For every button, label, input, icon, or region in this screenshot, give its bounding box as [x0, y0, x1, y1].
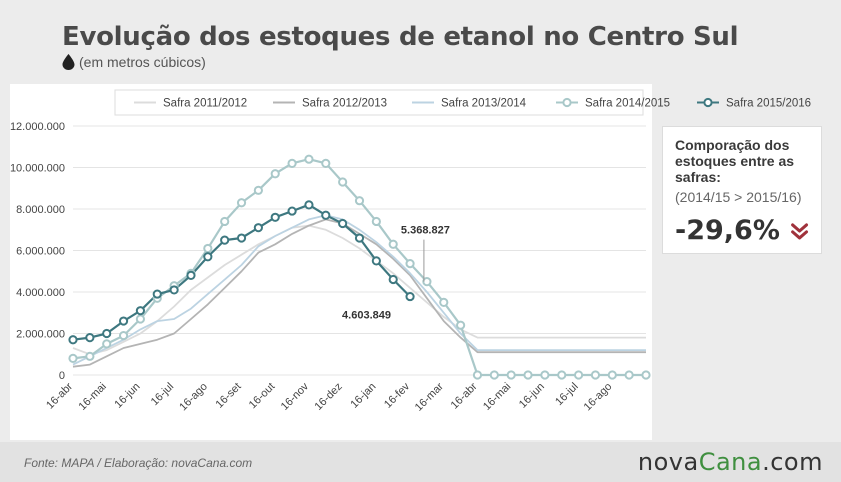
data-point — [506, 370, 516, 380]
brand-accent: Cana — [698, 448, 763, 476]
legend-marker — [703, 97, 713, 108]
data-point — [220, 235, 230, 245]
brand-suffix: .com — [762, 448, 823, 476]
brand-logo: novaCana.com — [638, 448, 823, 476]
legend-label: Safra 2015/2016 — [726, 98, 811, 110]
data-point — [287, 206, 297, 216]
data-point — [152, 289, 162, 299]
annotation-label: 4.603.849 — [342, 310, 391, 322]
data-point — [405, 291, 415, 302]
data-point — [85, 351, 95, 361]
data-point — [573, 370, 584, 380]
legend-label: Safra 2011/2012 — [163, 98, 247, 110]
drop-icon — [62, 54, 75, 70]
data-point — [523, 370, 533, 380]
data-point — [641, 370, 651, 380]
data-point — [354, 233, 365, 243]
y-tick-label: 0 — [59, 370, 65, 382]
data-point — [220, 216, 230, 227]
data-point — [287, 158, 297, 168]
y-tick-label: 8.000.000 — [16, 204, 65, 216]
data-point — [253, 223, 263, 233]
data-point — [338, 218, 348, 229]
legend-marker — [562, 97, 572, 108]
source-note: Fonte: MAPA / Elaboração: novaCana.com — [24, 456, 253, 470]
data-point — [388, 239, 398, 249]
data-point — [236, 233, 247, 243]
series-line-safra-2011-2012 — [72, 224, 646, 356]
data-point — [371, 256, 381, 266]
data-point — [472, 370, 483, 380]
comparison-value-row: -29,6% — [675, 215, 809, 246]
data-point — [540, 370, 550, 380]
data-point — [270, 169, 280, 179]
page-subtitle: (em metros cúbicos) — [62, 54, 206, 70]
data-point — [253, 185, 263, 195]
data-point — [118, 330, 129, 341]
comparison-seasons: (2014/15 > 2015/16) — [675, 189, 802, 205]
data-point — [371, 216, 381, 227]
subtitle-text: (em metros cúbicos) — [79, 54, 206, 70]
data-point — [607, 370, 617, 380]
legend — [114, 89, 644, 116]
legend-label: Safra 2012/2013 — [302, 98, 387, 110]
comparison-value: -29,6% — [675, 215, 780, 246]
data-point — [590, 370, 601, 380]
data-point — [169, 285, 179, 295]
data-point — [456, 320, 466, 330]
data-point — [388, 274, 398, 285]
data-point — [102, 328, 112, 339]
legend-label: Safra 2013/2014 — [441, 98, 527, 110]
data-point — [270, 212, 280, 222]
data-point — [135, 314, 146, 324]
data-point — [203, 252, 213, 262]
brand-main: nova — [637, 448, 699, 476]
y-tick-label: 12.000.000 — [10, 121, 65, 133]
data-point — [321, 210, 331, 220]
y-tick-label: 6.000.000 — [16, 246, 65, 258]
data-point — [186, 270, 196, 280]
data-point — [321, 158, 331, 168]
y-tick-label: 2.000.000 — [16, 329, 65, 341]
footer: Fonte: MAPA / Elaboração: novaCana.com n… — [0, 442, 841, 482]
comparison-panel: Comporação dos estoques entre as safras:… — [662, 126, 822, 254]
data-point — [489, 370, 499, 380]
y-tick-label: 4.000.000 — [16, 287, 65, 299]
data-point — [102, 339, 112, 349]
y-tick-label: 10.000.000 — [10, 163, 65, 175]
data-point — [422, 277, 432, 287]
data-point — [68, 335, 78, 345]
data-point — [236, 198, 247, 208]
comparison-heading: Comporação dos estoques entre as safras: — [675, 137, 795, 185]
data-point — [304, 200, 314, 210]
data-point — [405, 258, 415, 269]
data-point — [304, 154, 314, 164]
annotation-label: 3.779.521 — [398, 0, 447, 3]
data-point — [557, 370, 567, 380]
page-title: Evolução dos estoques de etanol no Centr… — [62, 22, 739, 52]
data-point — [135, 306, 146, 316]
data-point — [203, 243, 213, 254]
data-point — [439, 297, 449, 307]
data-point — [85, 333, 95, 343]
series-line-safra-2013-2014 — [72, 214, 646, 366]
data-point — [68, 353, 78, 363]
data-point — [624, 370, 634, 380]
annotation-label: 5.368.827 — [401, 225, 450, 237]
line-chart: 0 2.000.000 4.000.000 6.000.000 8.000.000 10.… — [10, 0, 811, 440]
plot-background — [10, 84, 652, 440]
data-point — [354, 196, 365, 206]
data-point — [338, 177, 348, 187]
legend-label: Safra 2014/2015 — [585, 98, 670, 110]
data-point — [118, 316, 129, 326]
double-chevron-down-icon — [790, 222, 808, 239]
